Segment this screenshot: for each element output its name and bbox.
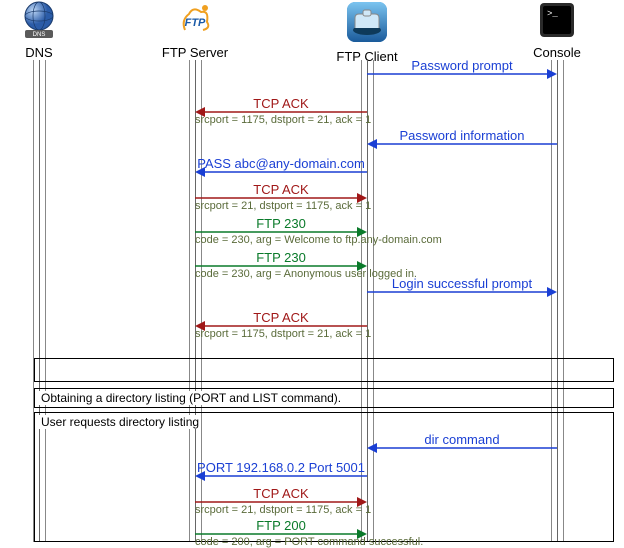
message: TCP ACKsrcport = 21, dstport = 1175, ack…: [195, 198, 367, 199]
message: PORT 192.168.0.2 Port 5001: [195, 476, 367, 477]
actor-client: FTP Client: [327, 0, 407, 64]
actor-label: DNS: [0, 45, 79, 60]
message: FTP 200code = 200, arg = PORT command su…: [195, 534, 367, 535]
sequence-diagram: DNS DNS FTP FTP Server FTP Client >_Console Ob…: [0, 0, 624, 542]
arrow-icon: [195, 260, 367, 272]
message: TCP ACKsrcport = 1175, dstport = 21, ack…: [195, 112, 367, 113]
ftp-server-icon: FTP: [175, 0, 215, 43]
arrow-icon: [195, 496, 367, 508]
arrow-icon: [195, 320, 367, 332]
message: Password information: [367, 144, 557, 145]
actor-server: FTP FTP Server: [155, 0, 235, 60]
message: Login successful prompt: [367, 292, 557, 293]
arrow-icon: [195, 192, 367, 204]
arrow-icon: [367, 286, 557, 298]
frame-f1: [34, 358, 614, 382]
svg-text:>_: >_: [547, 9, 558, 19]
message: FTP 230code = 230, arg = Anonymous user …: [195, 266, 367, 267]
svg-text:FTP: FTP: [185, 17, 206, 29]
message: Password prompt: [367, 74, 557, 75]
message: PASS abc@any-domain.com: [195, 172, 367, 173]
dns-icon: DNS: [19, 0, 59, 43]
actor-dns: DNS DNS: [0, 0, 79, 60]
arrow-icon: [367, 442, 557, 454]
actor-console: >_Console: [517, 0, 597, 60]
arrow-icon: [195, 166, 367, 178]
message: TCP ACKsrcport = 1175, dstport = 21, ack…: [195, 326, 367, 327]
message: TCP ACKsrcport = 21, dstport = 1175, ack…: [195, 502, 367, 503]
message: dir command: [367, 448, 557, 449]
actor-label: FTP Server: [155, 45, 235, 60]
arrow-icon: [195, 106, 367, 118]
arrow-icon: [367, 138, 557, 150]
frame-f2: Obtaining a directory listing (PORT and …: [34, 388, 614, 408]
frame-label: Obtaining a directory listing (PORT and …: [39, 391, 343, 405]
arrow-icon: [367, 68, 557, 80]
message: FTP 230code = 230, arg = Welcome to ftp.…: [195, 232, 367, 233]
arrow-icon: [195, 226, 367, 238]
console-icon: >_: [537, 0, 577, 43]
frame-label: User requests directory listing: [39, 415, 201, 429]
arrow-icon: [195, 528, 367, 540]
ftp-client-icon: [345, 0, 389, 47]
svg-text:DNS: DNS: [33, 32, 46, 38]
arrow-icon: [195, 470, 367, 482]
